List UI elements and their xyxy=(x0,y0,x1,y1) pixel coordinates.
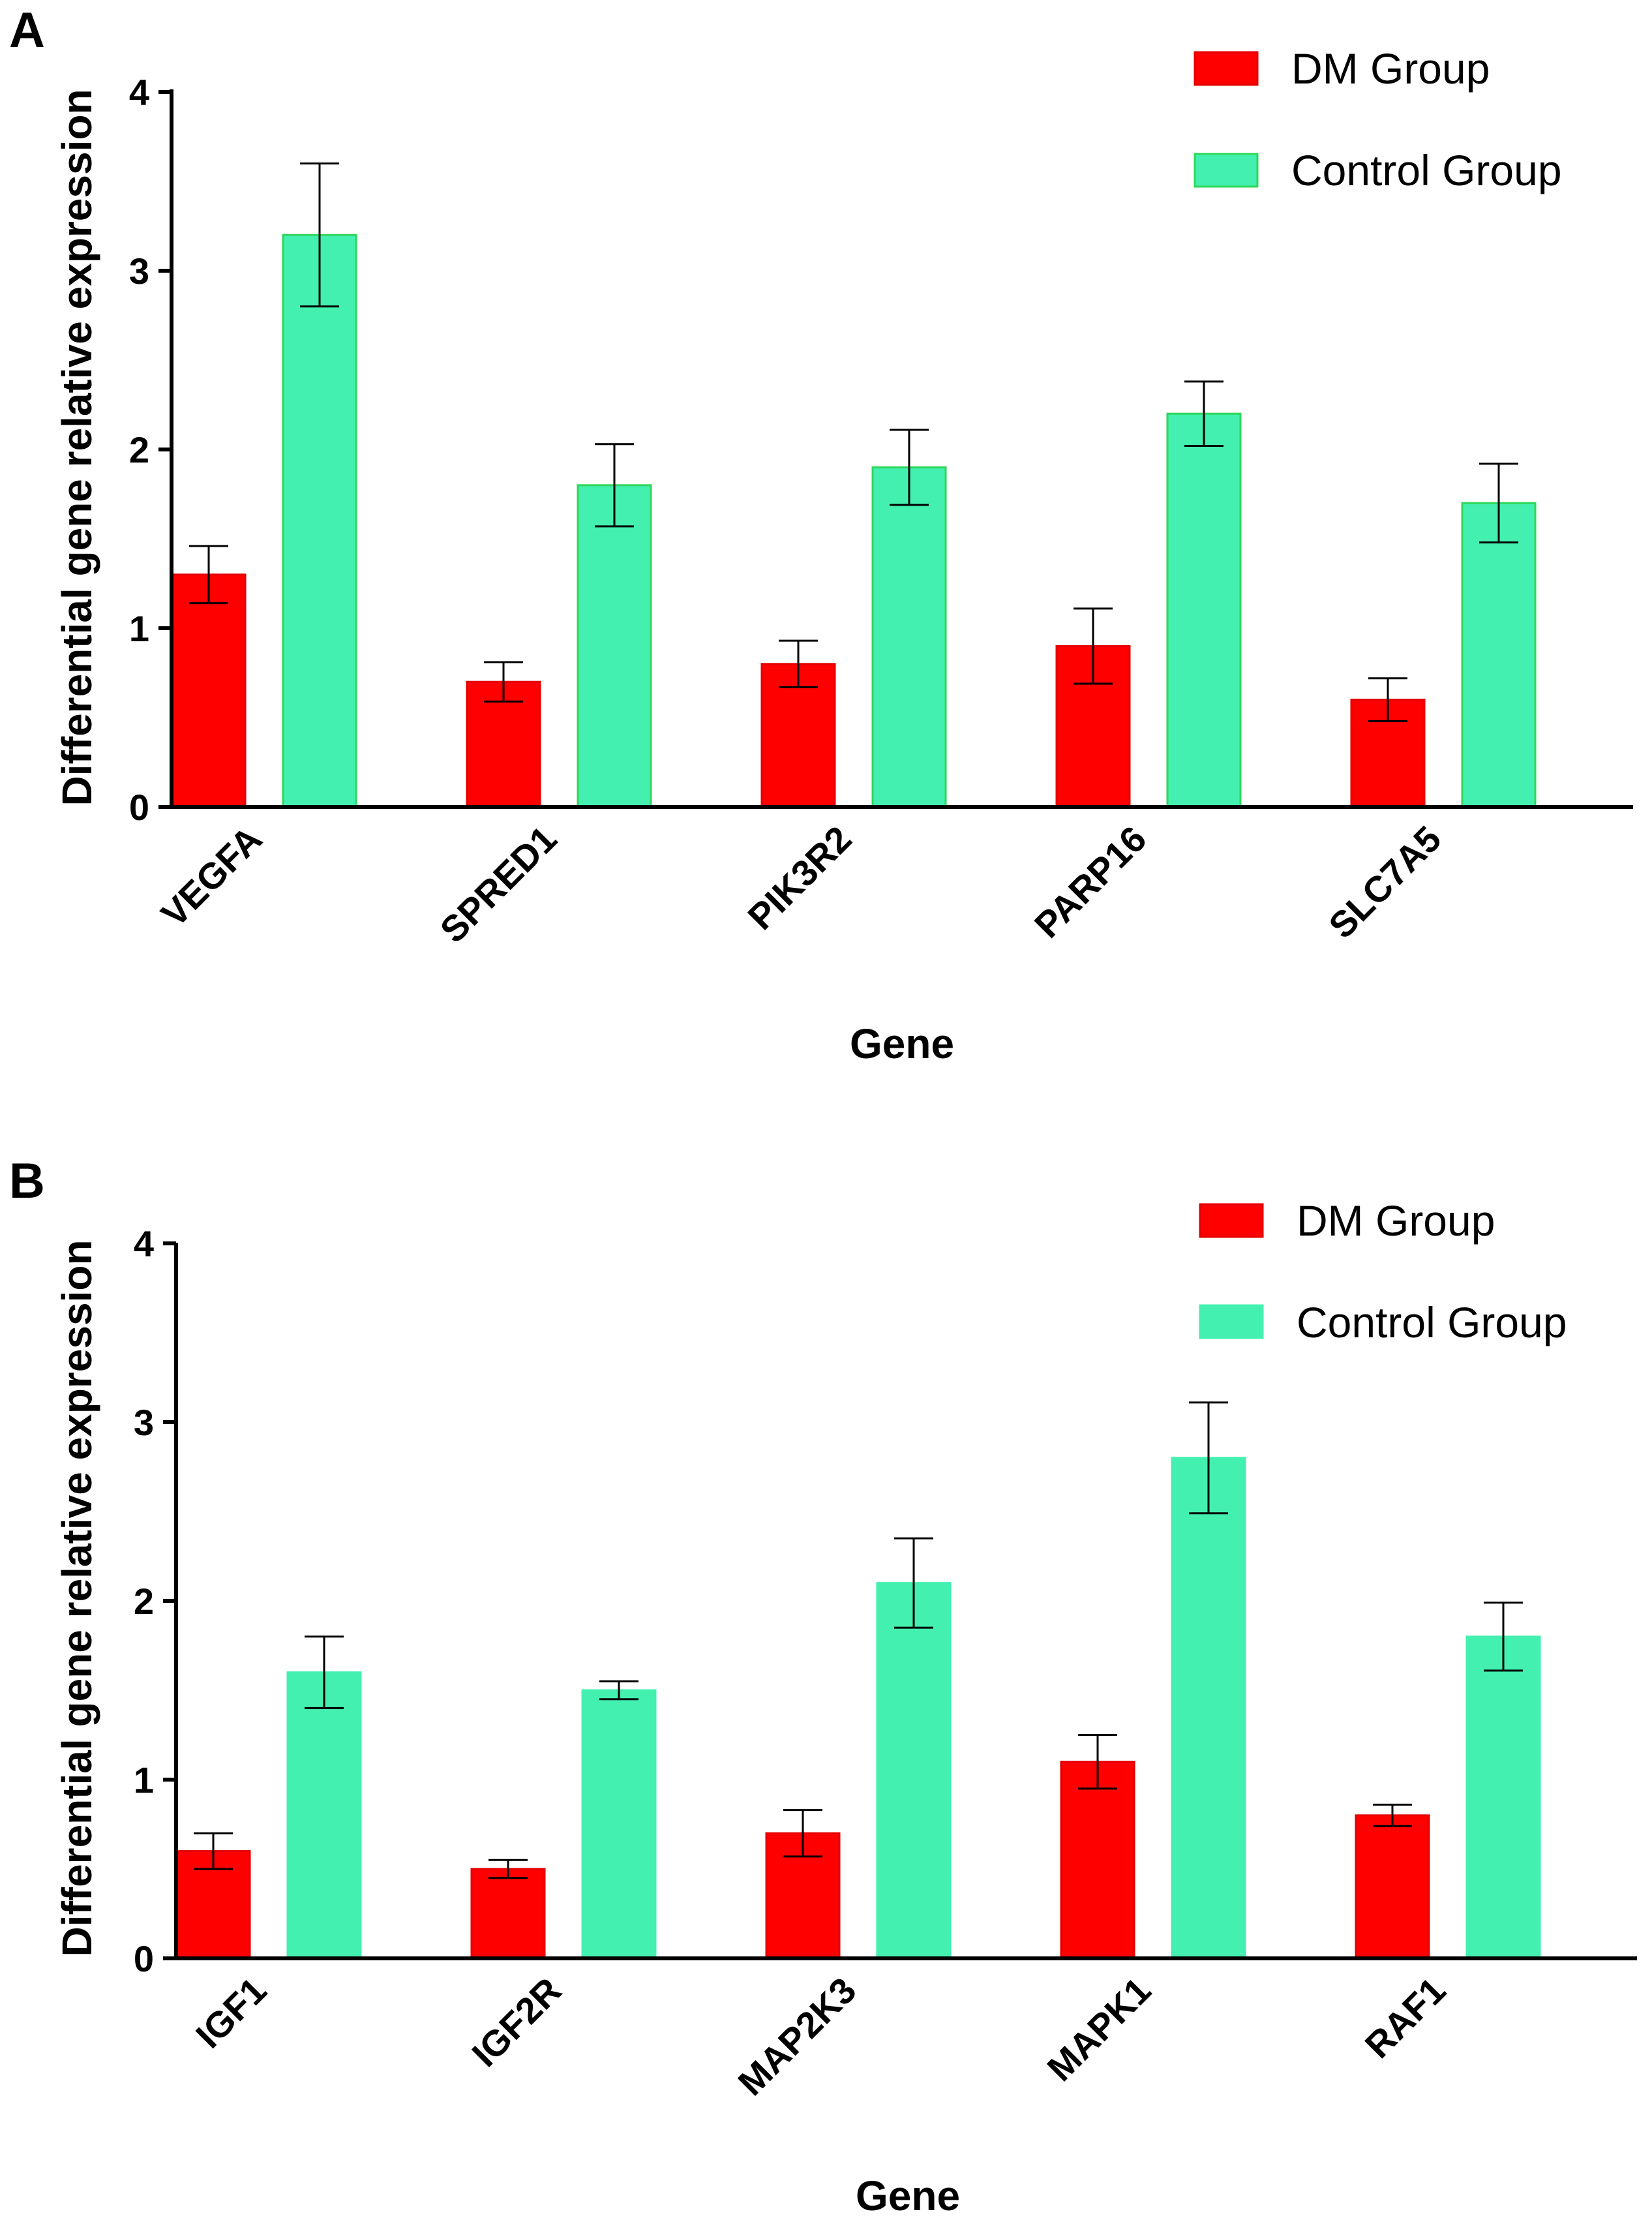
bar-control-spred1 xyxy=(577,484,652,808)
bar-control-map2k3 xyxy=(876,1582,952,1960)
error-bar xyxy=(488,1859,528,1879)
bar-control-vegfa xyxy=(282,234,357,808)
error-bar xyxy=(783,1809,822,1858)
y-ticks: 0 1 2 3 4 xyxy=(129,72,172,828)
category-label: MAP2K3 xyxy=(730,1969,864,2103)
y-tick-label: 2 xyxy=(134,1581,154,1622)
bar-control-igf2r xyxy=(581,1689,657,1960)
error-bar xyxy=(779,639,818,688)
error-bar xyxy=(1189,1401,1228,1515)
legend-swatch-dm xyxy=(1199,1203,1264,1238)
legend-swatch-control xyxy=(1199,1304,1264,1339)
category-label: VEGFA xyxy=(153,818,270,935)
y-tick-label: 1 xyxy=(134,1759,154,1800)
bar-control-slc7a5 xyxy=(1461,502,1537,808)
legend-swatch-dm xyxy=(1194,51,1259,86)
y-axis-title: Differential gene relative expression xyxy=(53,89,100,806)
error-bar xyxy=(194,1832,233,1870)
category-label: PIK3R2 xyxy=(740,818,859,937)
bars xyxy=(175,1457,1541,1960)
bar-control-parp16 xyxy=(1166,412,1242,808)
y-tick-label: 4 xyxy=(129,72,149,113)
bars xyxy=(171,234,1537,808)
error-bars xyxy=(194,1401,1523,1879)
error-bar xyxy=(890,429,929,506)
error-bar xyxy=(189,545,228,605)
panel-letter-a: A xyxy=(9,3,45,58)
error-bar xyxy=(1373,1803,1412,1827)
category-label: IGF2R xyxy=(464,1969,569,2074)
bar-dm-raf1 xyxy=(1355,1814,1430,1960)
y-tick-label: 0 xyxy=(134,1938,154,1979)
panel-b: B Differential gene relative expression … xyxy=(9,1153,1637,2218)
error-bar xyxy=(1368,677,1407,722)
bar-control-igf1 xyxy=(286,1671,362,1960)
legend-swatch-control xyxy=(1194,153,1259,188)
category-labels: VEGFA SPRED1 PIK3R2 PARP16 SLC7A5 xyxy=(153,818,1449,950)
panel-letter-b: B xyxy=(9,1153,45,1209)
y-axis-title: Differential gene relative expression xyxy=(53,1239,100,1956)
x-axis-title: Gene xyxy=(856,2172,960,2218)
bar-dm-spred1 xyxy=(466,680,541,808)
bar-control-raf1 xyxy=(1465,1635,1541,1960)
error-bar xyxy=(595,443,634,528)
y-tick-label: 0 xyxy=(129,787,149,828)
y-tick-label: 3 xyxy=(134,1402,154,1443)
category-label: RAF1 xyxy=(1357,1969,1454,2066)
y-ticks: 0 1 2 3 4 xyxy=(134,1223,176,1979)
category-label: PARP16 xyxy=(1027,818,1154,946)
error-bar xyxy=(300,162,339,308)
error-bar xyxy=(484,661,523,703)
bar-control-pik3r2 xyxy=(871,466,947,808)
category-label: SLC7A5 xyxy=(1321,818,1449,946)
y-tick-label: 4 xyxy=(134,1223,154,1264)
y-tick-label: 3 xyxy=(129,251,149,292)
y-tick-label: 1 xyxy=(129,608,149,649)
legend-label-control: Control Group xyxy=(1297,1298,1567,1346)
category-label: MAPK1 xyxy=(1039,1969,1158,2089)
error-bar xyxy=(1479,463,1518,543)
category-label: SPRED1 xyxy=(432,818,564,950)
bar-dm-vegfa xyxy=(171,573,247,808)
error-bar xyxy=(1074,607,1113,685)
error-bar xyxy=(894,1537,933,1629)
panel-a: A Differential gene relative expression … xyxy=(9,3,1633,1067)
error-bar xyxy=(599,1680,638,1701)
category-labels: IGF1 IGF2R MAP2K3 MAPK1 RAF1 xyxy=(188,1969,1454,2103)
error-bar xyxy=(1184,380,1224,448)
bar-dm-igf2r xyxy=(470,1868,546,1960)
category-label: IGF1 xyxy=(188,1969,275,2056)
legend-label-dm: DM Group xyxy=(1297,1196,1495,1245)
x-axis-title: Gene xyxy=(850,1020,954,1067)
error-bar xyxy=(1484,1602,1523,1672)
legend: DM Group Control Group xyxy=(1194,44,1562,194)
error-bar xyxy=(305,1635,344,1709)
legend-label-dm: DM Group xyxy=(1291,44,1490,93)
y-tick-label: 2 xyxy=(129,429,149,470)
legend-label-control: Control Group xyxy=(1291,146,1562,194)
error-bars xyxy=(189,162,1518,722)
bar-dm-mapk1 xyxy=(1060,1761,1135,1960)
error-bar xyxy=(1078,1734,1117,1790)
legend: DM Group Control Group xyxy=(1199,1196,1567,1346)
bar-control-mapk1 xyxy=(1171,1457,1246,1960)
